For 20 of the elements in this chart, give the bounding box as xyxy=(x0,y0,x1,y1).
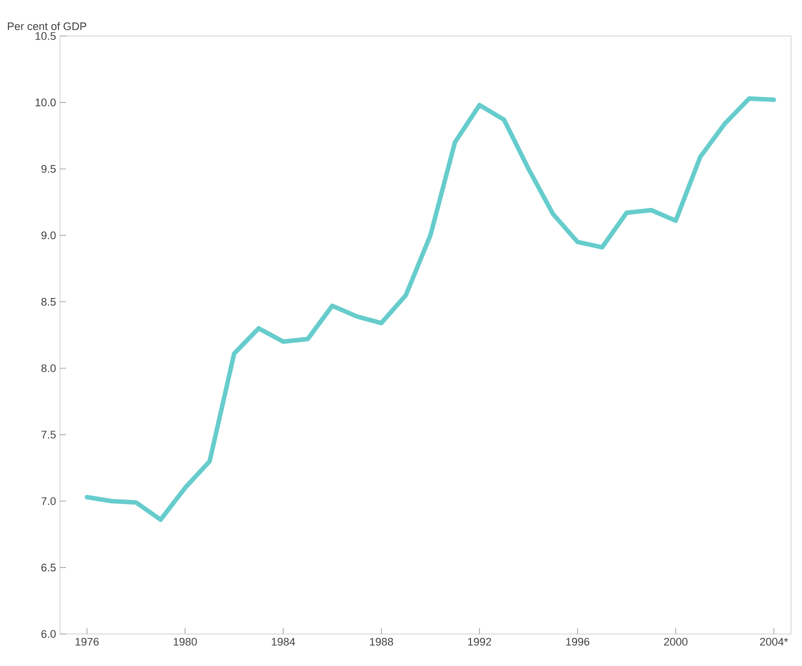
y-tick-label: 6.0 xyxy=(41,630,56,638)
x-tick-label: 1976 xyxy=(76,638,99,646)
x-tick-label: 2004* xyxy=(760,638,788,646)
x-tick-label: 1992 xyxy=(468,638,492,646)
y-tick-label: 9.5 xyxy=(41,165,56,173)
x-tick-label: 2000 xyxy=(664,638,688,646)
x-tick-label: 1988 xyxy=(370,638,394,646)
y-tick-label: 10.0 xyxy=(36,98,56,106)
y-tick-label: 8.0 xyxy=(41,364,56,372)
y-tick-label: 8.5 xyxy=(41,298,56,306)
x-tick-label: 1980 xyxy=(174,638,197,646)
y-tick-label: 9.0 xyxy=(41,231,56,240)
y-tick-label: 6.5 xyxy=(41,564,56,572)
y-axis-title: Per cent of GDP xyxy=(8,22,86,30)
x-tick-label: 1984 xyxy=(272,638,296,646)
line-series xyxy=(84,96,776,522)
y-tick-label: 10.5 xyxy=(36,32,56,40)
x-tick-label: 1996 xyxy=(566,638,590,646)
y-tick-label: 7.0 xyxy=(41,497,56,505)
y-tick-label: 7.5 xyxy=(41,430,56,438)
